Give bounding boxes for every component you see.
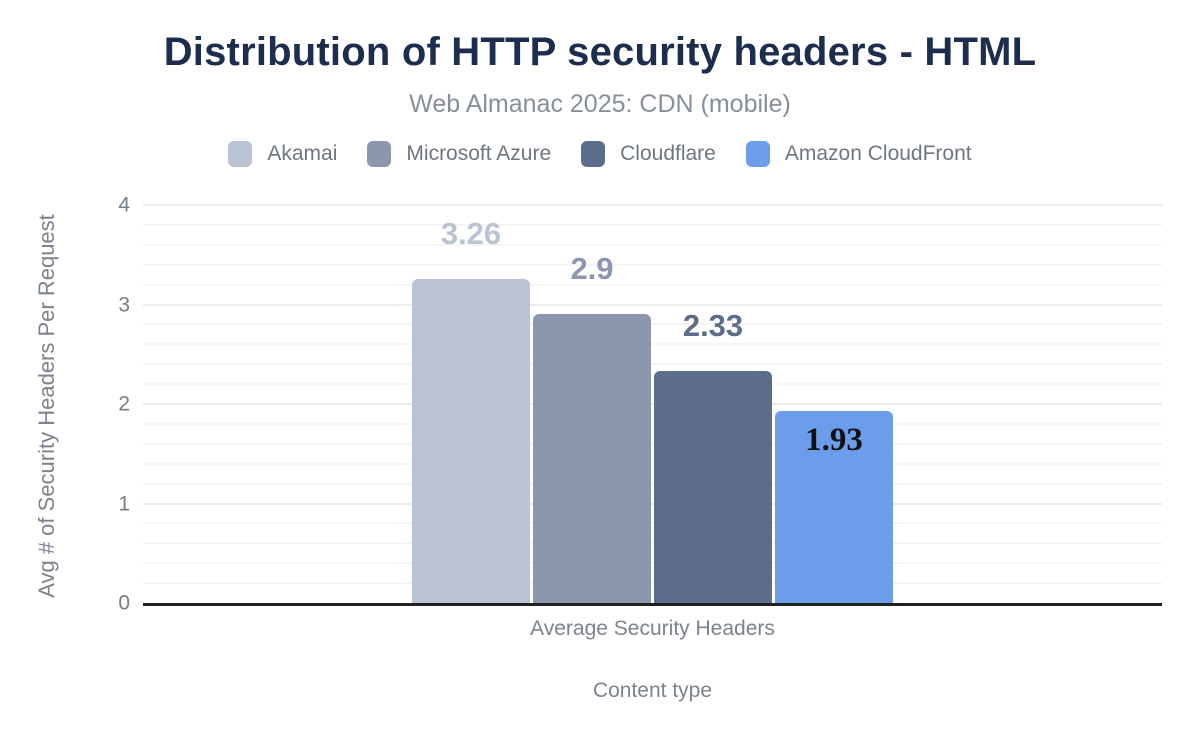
legend-swatch-icon [228, 141, 253, 167]
bar-group: 3.26 2.9 2.33 1.93 [143, 205, 1162, 603]
minor-gridline [143, 343, 1162, 346]
major-gridline [143, 403, 1162, 405]
minor-gridline [143, 323, 1162, 326]
minor-gridline [143, 582, 1162, 585]
minor-gridline [143, 363, 1162, 366]
y-tick-4: 4 [118, 193, 130, 217]
minor-gridline [143, 482, 1162, 485]
minor-gridline [143, 442, 1162, 445]
legend-item-cloudflare[interactable]: Cloudflare [581, 141, 716, 167]
major-gridline [143, 502, 1162, 505]
minor-gridline [143, 383, 1162, 386]
chart-title: Distribution of HTTP security headers - … [163, 30, 1037, 74]
bar-microsoft-azure[interactable]: 2.9 [533, 253, 651, 603]
legend-label: Microsoft Azure [406, 142, 552, 165]
y-tick-2: 2 [118, 392, 130, 416]
legend-swatch-icon [581, 141, 606, 167]
bar-value-label-amazon-cloudfront: 1.93 [805, 421, 863, 458]
minor-gridline [143, 462, 1162, 465]
major-gridline [143, 303, 1162, 306]
legend-label: Akamai [267, 142, 338, 165]
minor-gridline [143, 223, 1162, 226]
bar-cloudflare[interactable]: 2.33 [654, 310, 772, 603]
bar-amazon-cloudfront[interactable]: 1.93 [775, 410, 893, 603]
minor-gridline [143, 243, 1162, 246]
minor-gridline [143, 283, 1162, 286]
legend-swatch-icon [367, 141, 392, 167]
legend-swatch-icon [745, 141, 770, 167]
legend-item-akamai[interactable]: Akamai [228, 141, 337, 167]
x-axis-title: Content type [592, 679, 713, 702]
plot-area: 0 1 2 3 4 3.26 2.9 2.33 1.93 Average Security H… [118, 195, 1162, 640]
y-tick-3: 3 [118, 293, 130, 316]
minor-gridline [143, 562, 1162, 565]
minor-gridline [143, 522, 1162, 525]
minor-gridline [143, 422, 1162, 425]
legend-label: Amazon CloudFront [784, 142, 972, 165]
minor-gridline [143, 263, 1162, 266]
y-tick-1: 1 [118, 492, 130, 515]
y-axis-title: Avg # of Security Headers Per Request [34, 214, 59, 598]
chart-subtitle: Web Almanac 2025: CDN (mobile) [409, 90, 791, 118]
legend-item-microsoft-azure[interactable]: Microsoft Azure [367, 141, 551, 167]
y-tick-0: 0 [118, 591, 130, 615]
x-axis-tick-label: Average Security Headers [530, 617, 775, 640]
legend-label: Cloudflare [620, 142, 716, 165]
legend-item-amazon-cloudfront[interactable]: Amazon CloudFront [745, 141, 972, 167]
legend: Akamai Microsoft Azure Cloudflare Amazon Cl… [0, 141, 1200, 167]
bar-value-label-cloudflare: 2.33 [682, 308, 744, 344]
bar-akamai[interactable]: 3.26 [412, 218, 530, 603]
bar-value-label-microsoft-azure: 2.9 [570, 251, 614, 287]
major-gridline [143, 204, 1162, 206]
bar-value-label-akamai: 3.26 [440, 215, 502, 251]
minor-gridline [143, 542, 1162, 545]
